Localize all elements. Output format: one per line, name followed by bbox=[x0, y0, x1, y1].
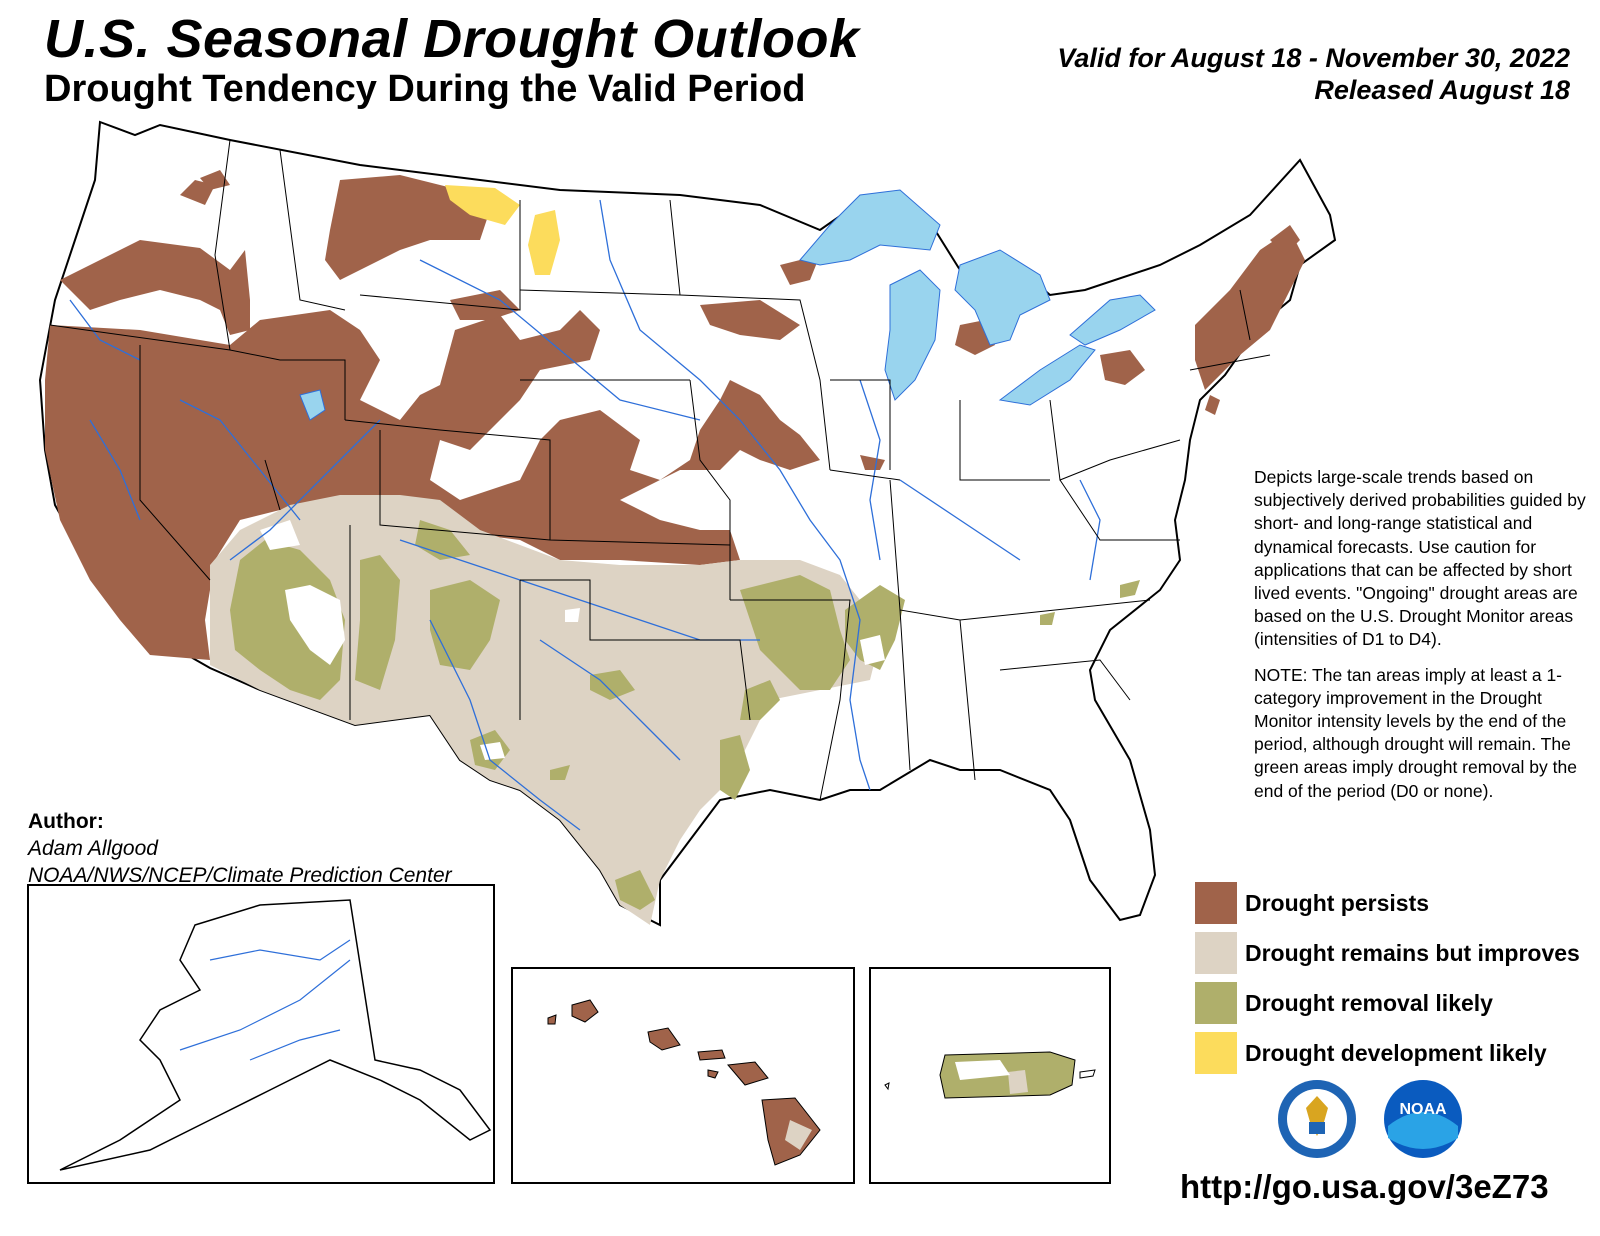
alaska-rivers bbox=[179, 939, 351, 1061]
noaa-logo-text: NOAA bbox=[1399, 1101, 1447, 1118]
page-title: U.S. Seasonal Drought Outlook bbox=[44, 9, 860, 69]
author-label: Author: bbox=[28, 810, 104, 833]
legend-swatch-persists bbox=[1195, 882, 1237, 924]
state-borders bbox=[49, 139, 1271, 801]
hawaii-improve-area bbox=[785, 1120, 812, 1150]
legend-label-persists: Drought persists bbox=[1245, 889, 1430, 916]
legend: Drought persists Drought remains but imp… bbox=[1195, 878, 1580, 1078]
legend-label-improves: Drought remains but improves bbox=[1245, 939, 1580, 966]
noaa-logo: NOAA bbox=[1384, 1080, 1462, 1158]
no-drought-areas bbox=[260, 520, 885, 760]
legend-label-removal: Drought removal likely bbox=[1245, 989, 1493, 1016]
description: Depicts large-scale trends based on subj… bbox=[1254, 466, 1594, 815]
legend-item-persists: Drought persists bbox=[1195, 878, 1580, 928]
author-org: NOAA/NWS/NCEP/Climate Prediction Center bbox=[28, 864, 452, 887]
drought-development-areas bbox=[445, 185, 560, 275]
release-date: Released August 18 bbox=[1314, 75, 1570, 105]
description-paragraph-2: NOTE: The tan areas imply at least a 1-c… bbox=[1254, 664, 1577, 801]
legend-item-improves: Drought remains but improves bbox=[1195, 928, 1580, 978]
puerto-rico bbox=[884, 1051, 1096, 1099]
commerce-seal-icon bbox=[1278, 1080, 1356, 1158]
author-block: Author: Adam Allgood NOAA/NWS/NCEP/Clima… bbox=[28, 808, 452, 889]
alaska-outline bbox=[59, 899, 492, 1171]
description-paragraph-1: Depicts large-scale trends based on subj… bbox=[1254, 467, 1586, 650]
great-lakes bbox=[299, 189, 1156, 421]
legend-swatch-improves bbox=[1195, 932, 1237, 974]
legend-swatch-development bbox=[1195, 1032, 1237, 1074]
legend-item-removal: Drought removal likely bbox=[1195, 978, 1580, 1028]
valid-dates: Valid for August 18 - November 30, 2022 bbox=[1057, 43, 1570, 73]
legend-swatch-removal bbox=[1195, 982, 1237, 1024]
drought-removal-areas bbox=[230, 520, 1140, 910]
author-name: Adam Allgood bbox=[28, 837, 158, 860]
legend-label-development: Drought development likely bbox=[1245, 1039, 1547, 1066]
page-subtitle: Drought Tendency During the Valid Period bbox=[44, 68, 806, 110]
legend-item-development: Drought development likely bbox=[1195, 1028, 1580, 1078]
valid-period: Valid for August 18 - November 30, 2022 … bbox=[1057, 42, 1570, 106]
info-url[interactable]: http://go.usa.gov/3eZ73 bbox=[1180, 1168, 1549, 1205]
rivers bbox=[69, 199, 1101, 831]
